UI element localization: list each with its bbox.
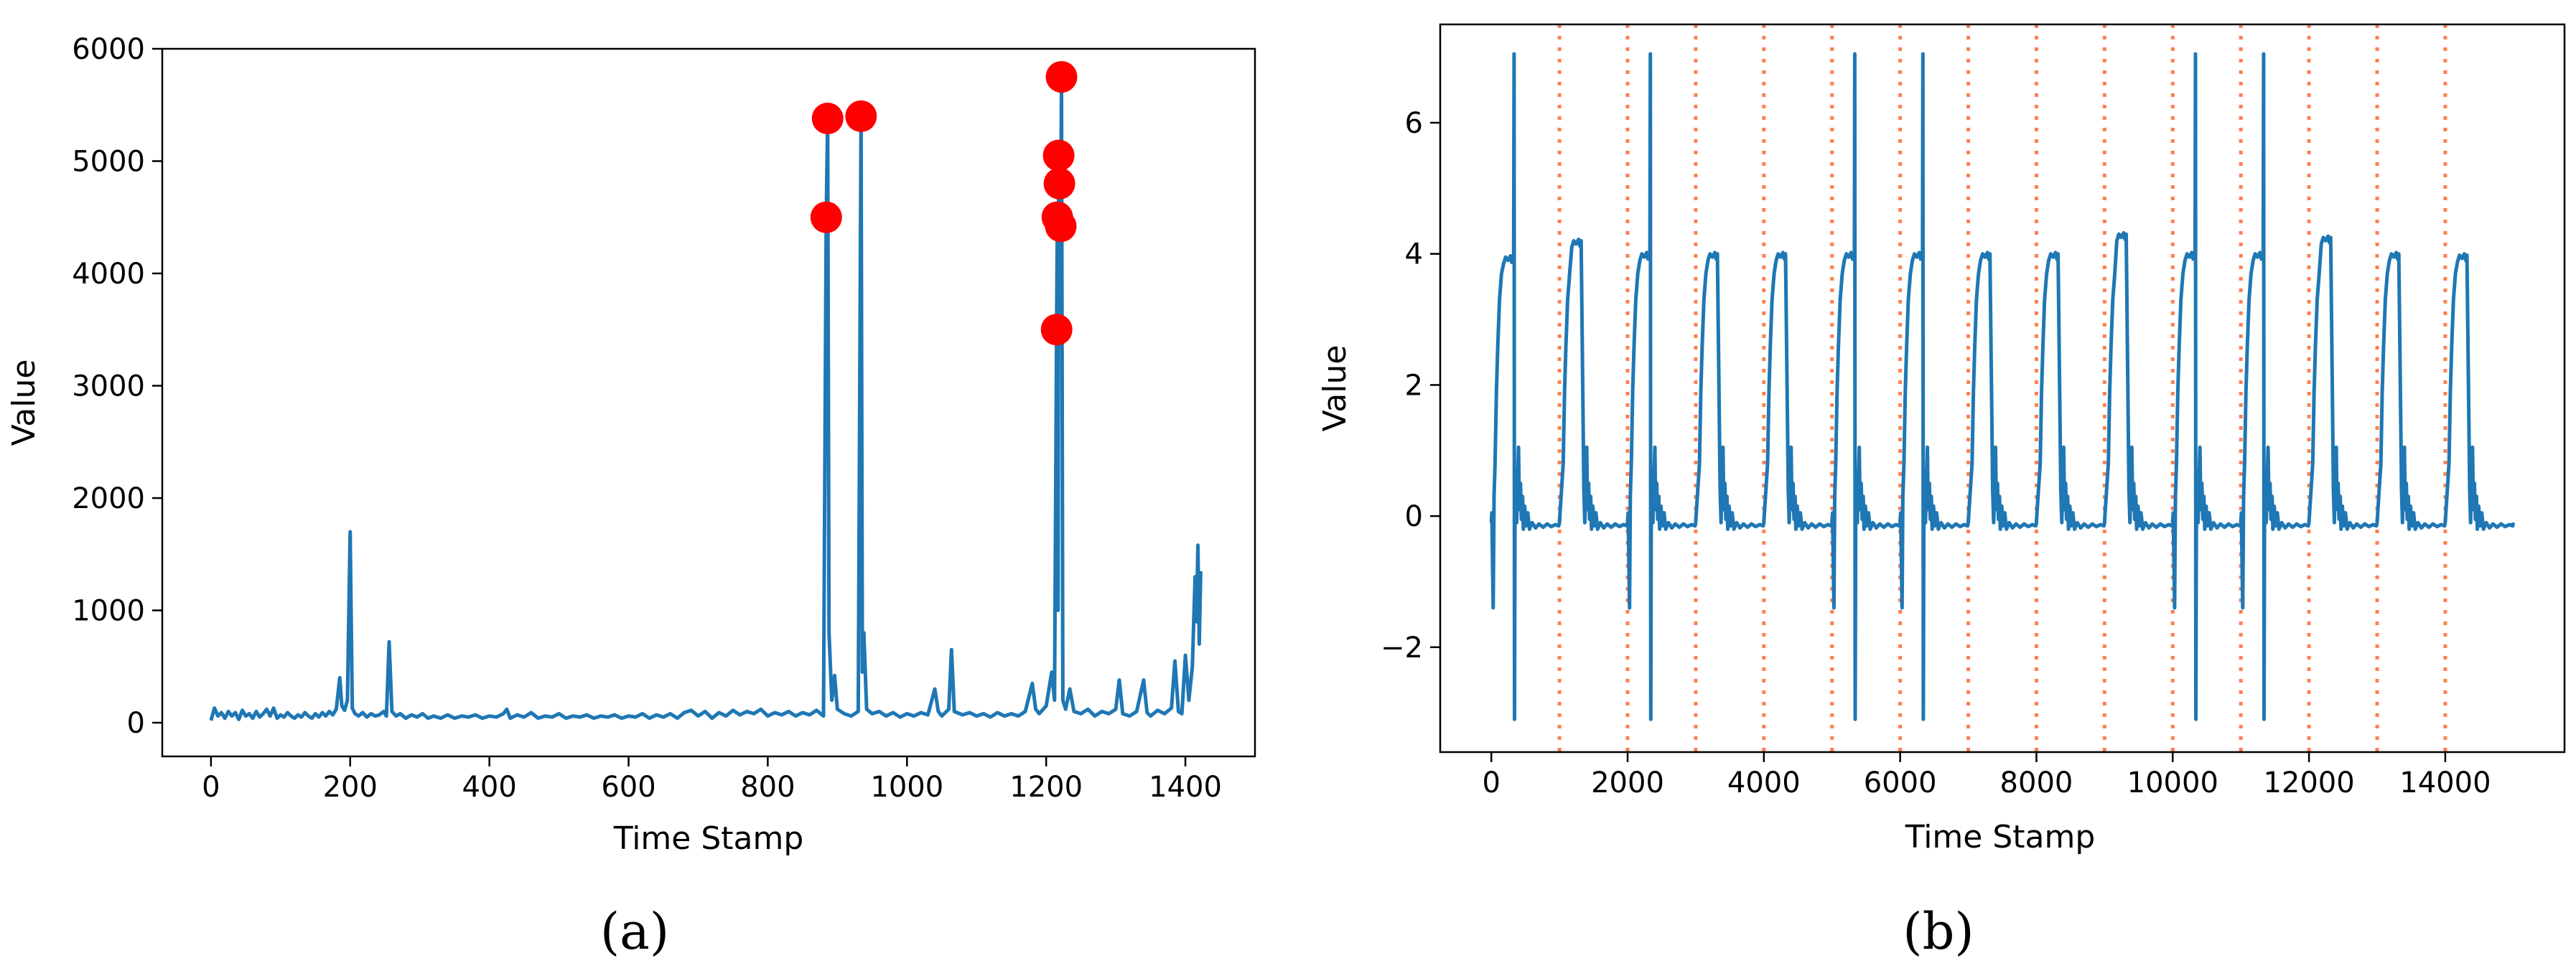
chart-a-ytick-label: 6000 (72, 33, 145, 66)
chart-a-x-ticks: 0 200 400 600 800 1000 1200 1400 (202, 756, 1222, 804)
chart-b-xtick-label: 8000 (2000, 766, 2073, 799)
chart-a-anomaly-point-7 (1045, 210, 1077, 243)
chart-a-anomaly-point-2 (845, 100, 877, 132)
chart-b-xlabel: Time Stamp (1905, 819, 2096, 855)
chart-a-xtick-label: 1400 (1149, 771, 1222, 804)
chart-b-ylabel: Value (1317, 345, 1353, 432)
chart-b-ytick-label: 4 (1405, 238, 1423, 271)
chart-b-xtick-label: 6000 (1864, 766, 1937, 799)
chart-panel-b: 0 2000 4000 6000 8000 10000 12000 14000 −20246 … (1317, 23, 2566, 961)
chart-a-y-ticks: 0 1000 2000 3000 4000 5000 6000 (72, 33, 162, 740)
chart-a-xtick-label: 1000 (870, 771, 943, 804)
chart-a-ytick-label: 0 (127, 707, 145, 740)
chart-a-ytick-label: 2000 (72, 482, 145, 515)
chart-b-xtick-label: 14000 (2399, 766, 2491, 799)
chart-a-anomaly-point-3 (1040, 314, 1073, 346)
chart-b-xtick-label: 4000 (1727, 766, 1801, 799)
chart-a-caption: (a) (600, 902, 669, 961)
chart-b-plot-area (1489, 52, 2516, 721)
chart-a-anomaly-point-6 (1043, 167, 1075, 200)
chart-a-xtick-label: 0 (202, 771, 220, 804)
chart-a-ytick-label: 1000 (72, 595, 145, 628)
chart-b-xtick-label: 10000 (2127, 766, 2218, 799)
chart-b-xtick-label: 12000 (2263, 766, 2354, 799)
chart-a-anomaly-point-1 (811, 103, 844, 135)
chart-b-xtick-label: 0 (1482, 766, 1500, 799)
chart-a-xtick-label: 600 (601, 771, 655, 804)
chart-b-ytick-label: 6 (1405, 107, 1423, 140)
chart-b-y-ticks: −2 0 2 4 6 (1381, 107, 1440, 665)
chart-a-plot-area (209, 61, 1203, 721)
chart-b-frame (1439, 23, 2566, 754)
chart-a-anomaly-point-8 (1045, 61, 1078, 93)
chart-a-xlabel: Time Stamp (613, 820, 804, 857)
chart-a-ylabel: Value (6, 360, 42, 446)
chart-a-ytick-label: 5000 (72, 146, 145, 179)
chart-b-ytick-label: 0 (1405, 500, 1423, 533)
chart-a-anomaly-point-5 (1042, 139, 1075, 172)
chart-a-xtick-label: 800 (740, 771, 795, 804)
chart-a-ytick-label: 3000 (72, 370, 145, 403)
chart-a-xtick-label: 400 (462, 771, 516, 804)
chart-b-x-ticks: 0 2000 4000 6000 8000 10000 12000 14000 (1482, 752, 2491, 799)
chart-b-caption: (b) (1903, 902, 1974, 961)
chart-a-ytick-label: 4000 (72, 258, 145, 291)
chart-b-ytick-label: −2 (1381, 632, 1423, 665)
chart-a-xtick-label: 1200 (1009, 771, 1083, 804)
chart-a-anomaly-point-0 (810, 201, 842, 233)
chart-panel-a: 0 200 400 600 800 1000 1200 1400 0 1000 2000 3000 4… (6, 33, 1256, 961)
chart-b-series-line (1489, 52, 2516, 721)
chart-a-xtick-label: 200 (323, 771, 378, 804)
chart-a-frame (161, 47, 1256, 758)
chart-b-xtick-label: 2000 (1591, 766, 1664, 799)
chart-b-ytick-label: 2 (1405, 369, 1423, 402)
